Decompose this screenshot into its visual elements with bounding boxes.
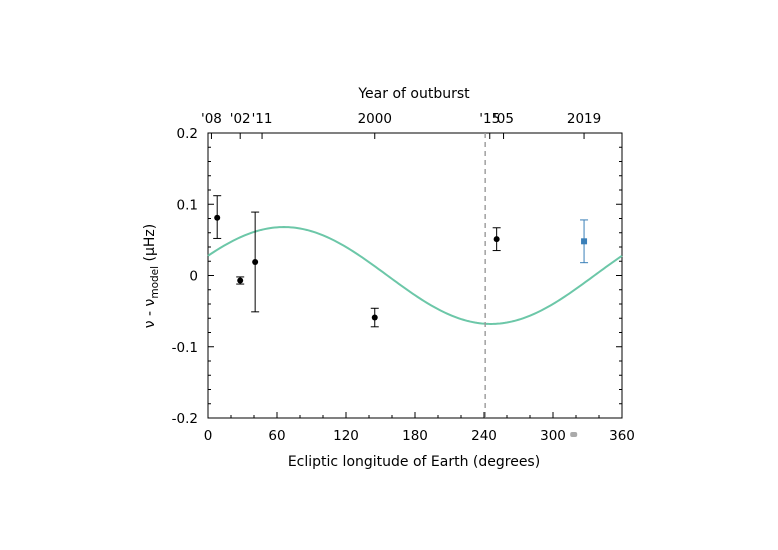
data-point xyxy=(371,314,378,321)
y-axis-title: ν - νmodel (μHz) xyxy=(142,224,161,328)
top-axis-title: Year of outburst xyxy=(357,86,470,102)
y-tick-label: -0.1 xyxy=(172,340,198,356)
model-curve xyxy=(207,226,623,325)
top-tick-label: '11 xyxy=(252,111,273,127)
small-marker xyxy=(570,432,578,437)
ticks xyxy=(207,132,623,419)
x-tick-label: 240 xyxy=(471,428,497,444)
y-tick-label: 0.2 xyxy=(177,126,198,142)
top-tick-label: '15 xyxy=(479,111,500,127)
top-tick-label: '02 xyxy=(230,111,251,127)
y-axis-title-main: ν - ν xyxy=(142,298,158,328)
x-tick-label: 120 xyxy=(333,428,359,444)
top-tick-label: '08 xyxy=(201,111,222,127)
top-tick-label: 2000 xyxy=(358,111,392,127)
top-tick-label: 2019 xyxy=(567,111,601,127)
data-point xyxy=(252,258,259,265)
axes-frame xyxy=(207,132,623,419)
y-axis-title-subscript: model xyxy=(149,266,161,299)
top-tick-label: '05 xyxy=(493,111,514,127)
x-tick-label: 300 xyxy=(540,428,566,444)
data-point xyxy=(493,236,500,243)
y-tick-label: 0.1 xyxy=(177,197,198,213)
x-tick-label: 60 xyxy=(268,428,285,444)
x-axis-title: Ecliptic longitude of Earth (degrees) xyxy=(288,454,540,470)
y-tick-label: -0.2 xyxy=(172,411,198,427)
plot-frame xyxy=(207,132,623,419)
x-tick-label: 180 xyxy=(402,428,428,444)
y-axis-title-unit: (μHz) xyxy=(142,224,158,266)
y-tick-label: 0 xyxy=(189,269,198,285)
x-tick-label: 360 xyxy=(609,428,635,444)
highlight-data-point xyxy=(581,238,588,245)
data-point xyxy=(237,277,244,284)
x-tick-label: 0 xyxy=(204,428,213,444)
data-points xyxy=(213,195,589,437)
model-curve-group xyxy=(207,226,623,325)
data-point xyxy=(214,214,221,221)
